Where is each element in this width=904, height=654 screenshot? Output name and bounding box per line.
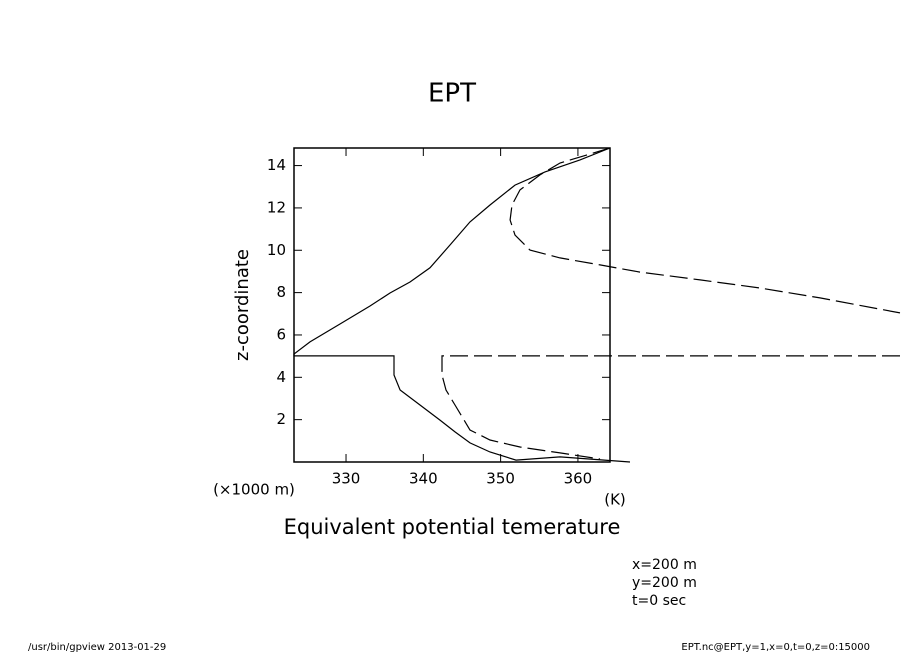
x-tick-label: 360	[564, 470, 593, 488]
y-tick-label: 8	[276, 283, 286, 301]
y-tick-label: 10	[267, 241, 286, 259]
y-tick-label: 2	[276, 410, 286, 428]
y-tick-label: 14	[267, 156, 286, 174]
x-tick-label: 340	[409, 470, 438, 488]
y-tick-label: 4	[276, 368, 286, 386]
info-line: y=200 m	[632, 575, 697, 591]
info-line: t=0 sec	[632, 593, 686, 609]
line	[293, 147, 631, 463]
y-unit: (×1000 m)	[213, 481, 295, 499]
x-tick-label: 330	[332, 470, 361, 488]
y-axis-label: z-coordinate	[232, 249, 253, 361]
footer-left: /usr/bin/gpview 2013-01-29	[28, 642, 166, 653]
y-tick-label: 6	[276, 325, 286, 343]
footer-right: EPT.nc@EPT,y=1,x=0,t=0,z=0:15000	[681, 642, 870, 653]
chart-title: EPT	[428, 79, 476, 109]
y-tick-label: 12	[267, 198, 286, 216]
line	[441, 147, 901, 460]
x-axis-label: Equivalent potential temerature	[284, 515, 621, 539]
x-unit: (K)	[604, 491, 626, 509]
plot-frame	[293, 147, 611, 463]
info-line: x=200 m	[632, 557, 697, 573]
x-tick-label: 350	[486, 470, 515, 488]
